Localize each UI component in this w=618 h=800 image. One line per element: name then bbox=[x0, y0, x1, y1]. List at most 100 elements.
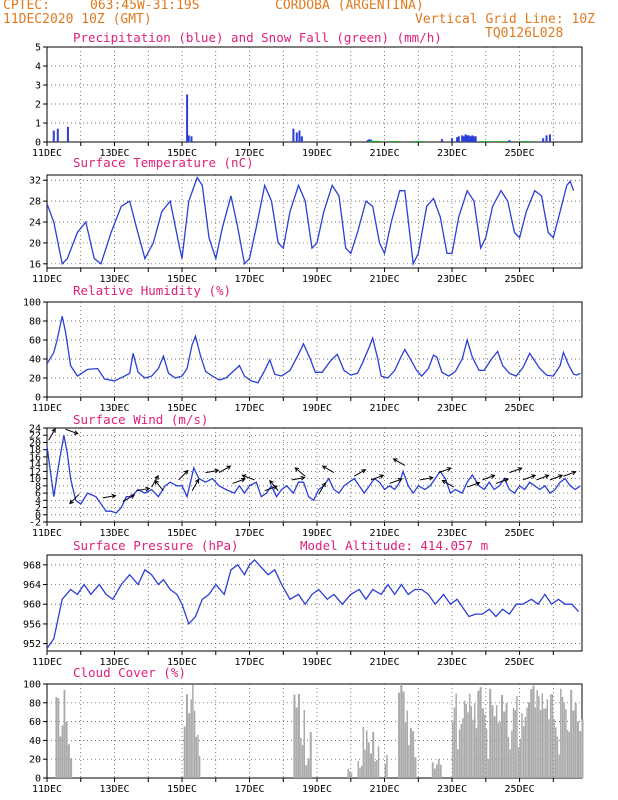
temp-title: Surface Temperature (nC) bbox=[73, 155, 254, 170]
header-code: TQ0126L028 bbox=[485, 26, 564, 41]
cloud-bar bbox=[369, 753, 372, 778]
temp-xtick-label: 21DEC bbox=[369, 274, 399, 285]
cloud-bar bbox=[303, 709, 306, 778]
cloud-bar bbox=[544, 708, 547, 778]
cloud-bar bbox=[197, 734, 199, 778]
cloud-title: Cloud Cover (%) bbox=[73, 665, 186, 680]
pres-xtick-label: 25DEC bbox=[505, 657, 535, 668]
cloud-bar bbox=[65, 721, 68, 778]
cloud-bar bbox=[409, 728, 412, 778]
cloud-bar bbox=[435, 764, 438, 778]
cloud-bar bbox=[477, 690, 480, 778]
wind-arrow-head bbox=[475, 481, 481, 486]
wind-arrow-head bbox=[361, 469, 367, 474]
cloud-bar bbox=[293, 694, 296, 778]
wind-arrow bbox=[294, 467, 306, 477]
precip-bar bbox=[469, 136, 472, 142]
pres-ytick-label: 952 bbox=[23, 639, 41, 650]
cloud-bar bbox=[359, 767, 361, 778]
precip-xtick-label: 17DEC bbox=[234, 148, 264, 159]
temp-series-line bbox=[46, 176, 575, 267]
wind-xtick-label: 23DEC bbox=[437, 528, 467, 539]
cloud-bar bbox=[561, 696, 564, 778]
cloud-bar bbox=[301, 745, 304, 778]
cloud-bar bbox=[376, 759, 378, 778]
wind-arrow-head bbox=[214, 468, 220, 474]
cloud-bar bbox=[472, 719, 474, 778]
wind-arrow-head bbox=[241, 474, 247, 479]
cloud-bar bbox=[503, 711, 506, 778]
wind-ytick-label: 10 bbox=[29, 474, 41, 485]
wind-ytick-label: 6 bbox=[35, 489, 41, 500]
precip-bar bbox=[456, 137, 459, 142]
pres-xtick-label: 21DEC bbox=[369, 657, 399, 668]
cloud-bar bbox=[67, 744, 70, 778]
cloud-bar bbox=[70, 758, 73, 778]
cloud-bar bbox=[400, 684, 403, 778]
precip-ytick-label: 2 bbox=[35, 100, 41, 111]
precip-bar bbox=[190, 136, 193, 142]
cloud-bar bbox=[572, 710, 575, 778]
cloud-bar bbox=[467, 712, 469, 778]
cloud-bar bbox=[307, 758, 310, 778]
cloud-bar bbox=[500, 694, 504, 778]
rh-xtick-label: 11DEC bbox=[32, 403, 62, 414]
cloud-bar bbox=[581, 719, 584, 778]
cloud-bar bbox=[349, 771, 351, 778]
pres-xtick-label: 15DEC bbox=[167, 657, 197, 668]
temp-xtick-label: 23DEC bbox=[437, 274, 467, 285]
wind-arrow-head bbox=[441, 480, 447, 485]
precip-ytick-label: 1 bbox=[35, 119, 41, 130]
cloud-bar bbox=[468, 693, 471, 778]
wind-arrow bbox=[563, 471, 576, 477]
pres-ytick-label: 964 bbox=[23, 580, 41, 591]
rh-ytick-label: 0 bbox=[35, 393, 41, 404]
cloud-bar bbox=[362, 726, 365, 778]
cloud-ytick-label: 0 bbox=[35, 774, 41, 785]
cloud-bar bbox=[475, 728, 478, 778]
wind-arrow bbox=[438, 467, 451, 474]
wind-ytick-label: 0 bbox=[35, 510, 41, 521]
header-source: CPTEC: bbox=[3, 0, 50, 13]
cloud-bar bbox=[309, 732, 312, 778]
wind-arrow bbox=[178, 470, 189, 481]
wind-arrow-head bbox=[428, 475, 434, 481]
cloud-bar bbox=[479, 687, 482, 778]
wind-arrow-head bbox=[321, 482, 326, 488]
wind-arrow-head bbox=[531, 474, 537, 479]
precip-bar bbox=[461, 135, 464, 142]
pres-ytick-label: 960 bbox=[23, 600, 41, 611]
wind-arrow bbox=[102, 495, 116, 499]
precip-bar bbox=[298, 130, 301, 142]
wind-arrow-head bbox=[392, 458, 398, 463]
temp-xtick-label: 25DEC bbox=[505, 274, 535, 285]
precip-bar bbox=[292, 128, 295, 142]
cloud-bar bbox=[433, 768, 436, 778]
cloud-bar bbox=[350, 773, 353, 778]
cloud-bar bbox=[495, 705, 498, 778]
wind-arrow bbox=[419, 477, 433, 481]
cloud-bar bbox=[526, 707, 528, 778]
precip-bar bbox=[187, 135, 190, 142]
precip-bar bbox=[467, 135, 470, 142]
wind-ytick-label: 14 bbox=[29, 460, 41, 471]
cloud-bar bbox=[516, 695, 518, 778]
cloud-bar bbox=[549, 694, 552, 778]
temp-ytick-label: 32 bbox=[29, 176, 41, 187]
wind-ytick-label: 20 bbox=[29, 438, 41, 449]
wind-xtick-label: 25DEC bbox=[505, 528, 535, 539]
cloud-bar bbox=[386, 754, 388, 778]
wind-arrow-head bbox=[183, 469, 189, 475]
cloud-bar bbox=[431, 762, 434, 778]
cloud-bar bbox=[470, 706, 473, 778]
cloud-bar bbox=[384, 763, 387, 778]
wind-arrow-head bbox=[558, 474, 564, 479]
cloud-bar bbox=[408, 745, 410, 778]
wind-arrow bbox=[242, 474, 255, 481]
wind-arrow-head bbox=[379, 474, 385, 479]
cloud-ytick-label: 20 bbox=[29, 755, 41, 766]
wind-ytick-label: 22 bbox=[29, 431, 41, 442]
wind-ytick-label: 24 bbox=[29, 424, 41, 435]
pres-title: Surface Pressure (hPa) bbox=[73, 538, 239, 553]
precip-bar bbox=[186, 94, 189, 142]
